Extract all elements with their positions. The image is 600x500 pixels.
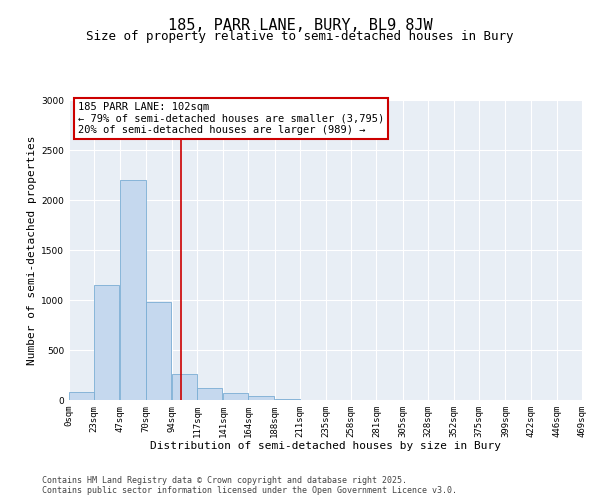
Text: Size of property relative to semi-detached houses in Bury: Size of property relative to semi-detach… [86, 30, 514, 43]
Bar [223, 393, 248, 400]
Bar [94, 285, 119, 400]
Bar [275, 399, 300, 400]
Bar [248, 396, 274, 400]
Text: 185, PARR LANE, BURY, BL9 8JW: 185, PARR LANE, BURY, BL9 8JW [167, 18, 433, 32]
Bar [172, 374, 197, 400]
Y-axis label: Number of semi-detached properties: Number of semi-detached properties [27, 135, 37, 365]
Bar [146, 302, 171, 400]
Text: 185 PARR LANE: 102sqm
← 79% of semi-detached houses are smaller (3,795)
20% of s: 185 PARR LANE: 102sqm ← 79% of semi-deta… [78, 102, 384, 135]
Text: Contains HM Land Registry data © Crown copyright and database right 2025.
Contai: Contains HM Land Registry data © Crown c… [42, 476, 457, 495]
Bar [121, 180, 146, 400]
Bar [69, 392, 94, 400]
Bar [197, 388, 222, 400]
X-axis label: Distribution of semi-detached houses by size in Bury: Distribution of semi-detached houses by … [150, 442, 501, 452]
